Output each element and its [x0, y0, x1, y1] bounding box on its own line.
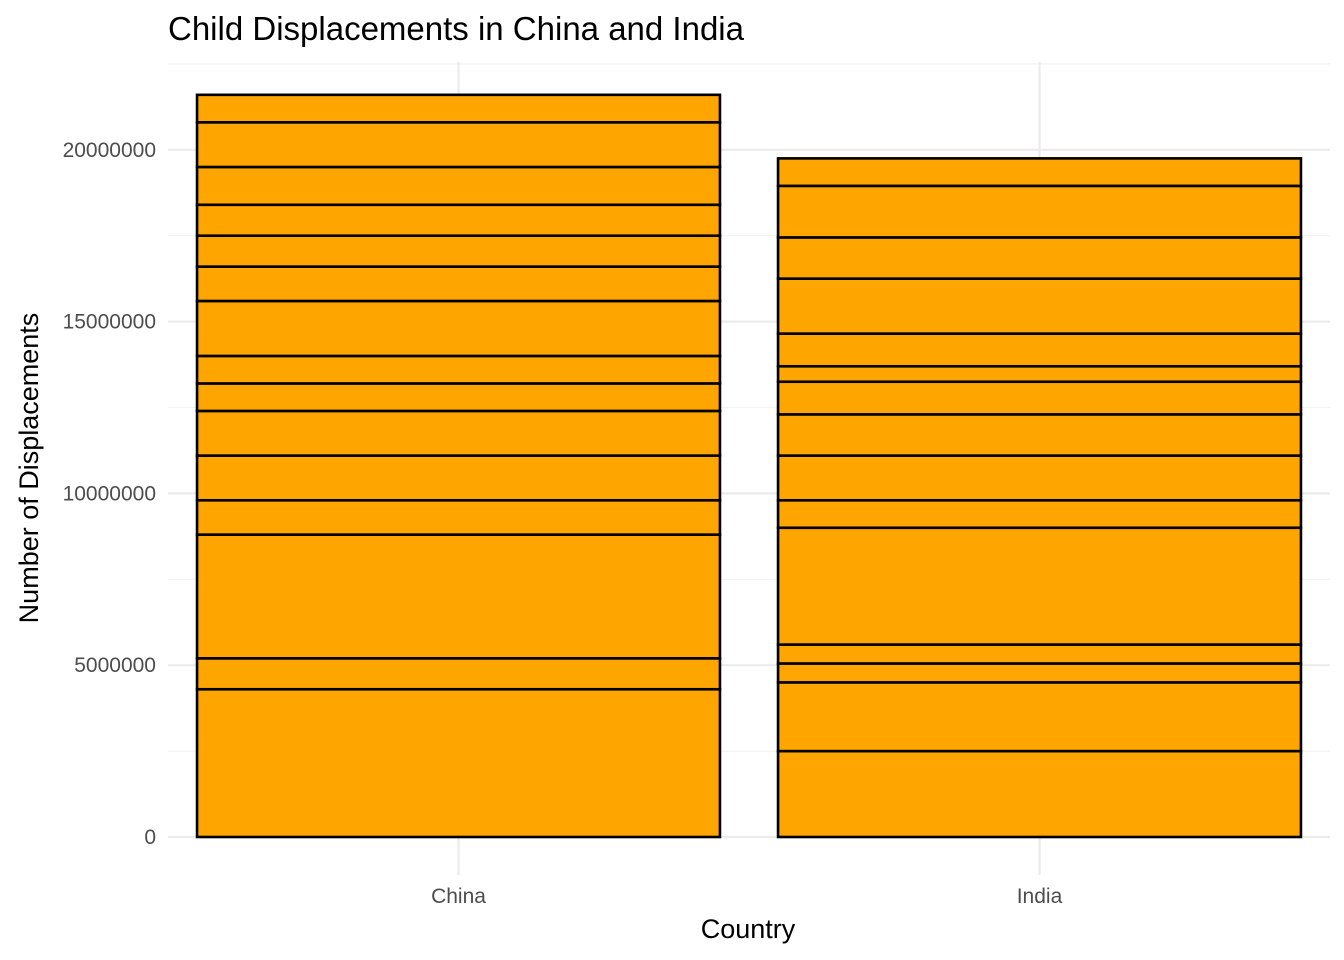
- y-axis-title: Number of Displacements: [14, 313, 44, 624]
- bar-segment: [195, 121, 722, 169]
- bar-segment: [195, 93, 722, 124]
- y-tick-label: 15000000: [63, 311, 156, 334]
- bar-segment: [195, 299, 722, 358]
- bars: [195, 93, 1303, 839]
- bar-segment: [776, 526, 1303, 646]
- bar-segment: [776, 184, 1303, 239]
- bar-segment: [776, 643, 1303, 665]
- bar-segment: [195, 165, 722, 207]
- bar-segment: [195, 203, 722, 238]
- bar-segment: [776, 364, 1303, 384]
- bar-segment: [776, 380, 1303, 416]
- bar-segment: [195, 533, 722, 660]
- y-tick-label: 20000000: [63, 139, 156, 162]
- y-tick-label: 10000000: [63, 482, 156, 505]
- bar-segment: [776, 498, 1303, 530]
- bar-segment: [195, 498, 722, 536]
- bar-segment: [776, 157, 1303, 188]
- bar-segment: [776, 413, 1303, 457]
- x-axis-ticks: China India: [431, 885, 1063, 908]
- x-axis-title: Country: [701, 914, 796, 944]
- bar-segment: [195, 382, 722, 413]
- bar-stack-india: [776, 157, 1303, 839]
- bar-segment: [776, 749, 1303, 839]
- bar-segment: [776, 277, 1303, 335]
- bar-segment: [195, 354, 722, 385]
- y-axis-ticks: 0 5000000 10000000 15000000 20000000: [63, 139, 156, 849]
- bar-segment: [776, 681, 1303, 753]
- bar-segment: [195, 409, 722, 457]
- bar-segment: [195, 454, 722, 502]
- bar-segment: [195, 657, 722, 691]
- bar-segment: [195, 687, 722, 839]
- bar-segment: [195, 265, 722, 303]
- bar-stack-china: [195, 93, 722, 839]
- x-tick-label: India: [1017, 885, 1063, 908]
- bar-segment: [776, 236, 1303, 280]
- bar-segment: [776, 662, 1303, 684]
- bar-segment: [195, 234, 722, 268]
- bar-segment: [776, 332, 1303, 368]
- y-tick-label: 5000000: [74, 654, 156, 677]
- y-tick-label: 0: [144, 826, 156, 849]
- bar-segment: [776, 454, 1303, 502]
- x-tick-label: China: [431, 885, 486, 908]
- chart-title: Child Displacements in China and India: [168, 10, 745, 47]
